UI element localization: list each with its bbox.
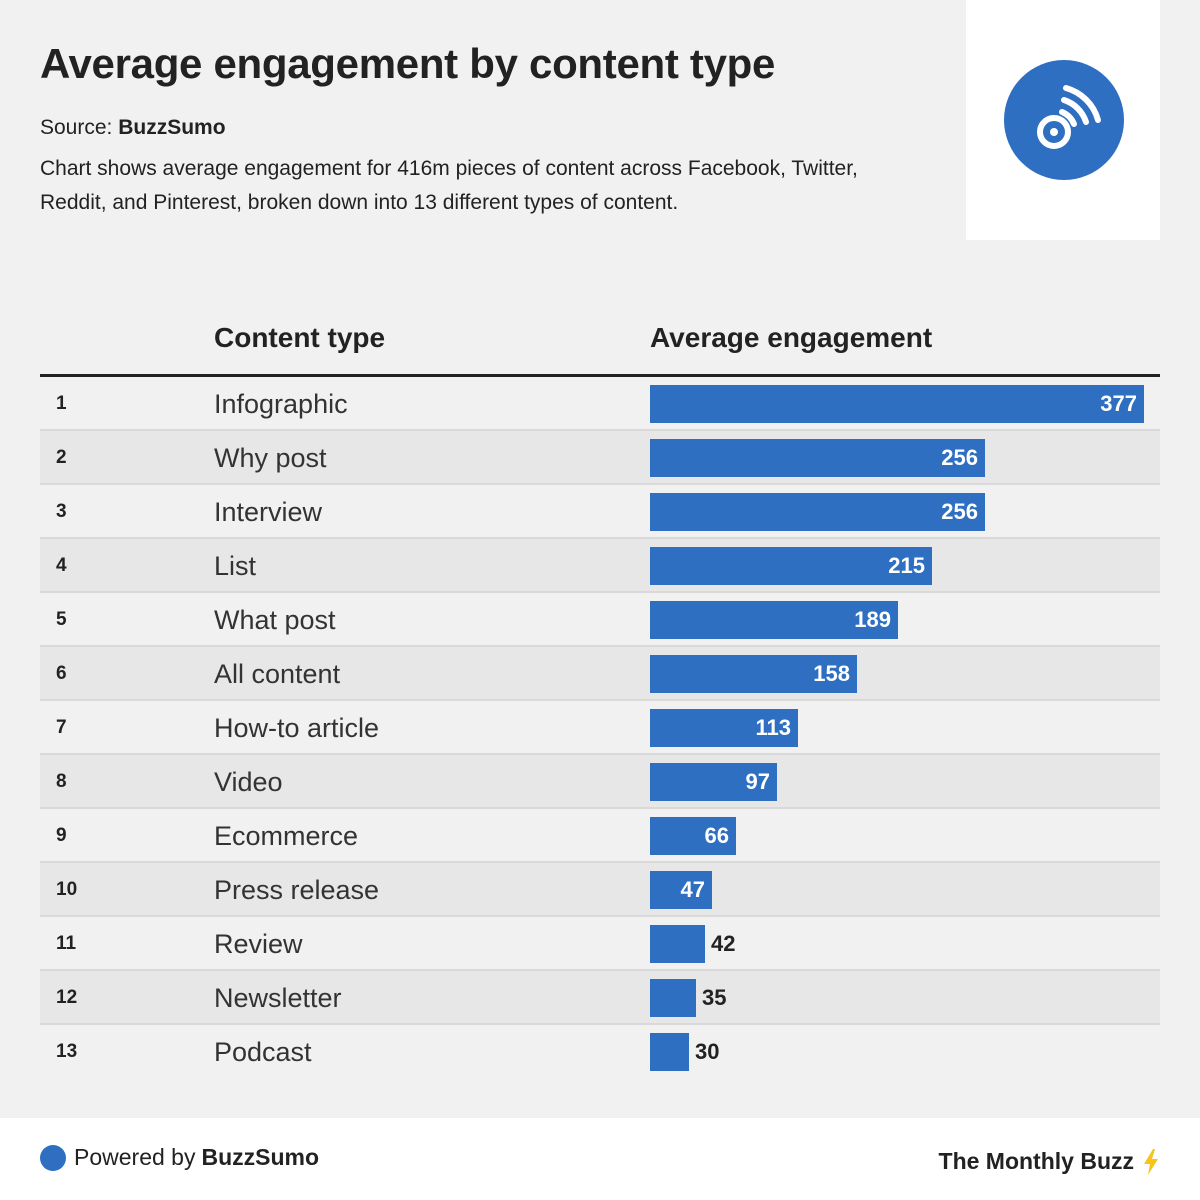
row-content-type: Infographic (214, 389, 348, 419)
engagement-bar: 377 (650, 385, 1144, 423)
bar-value-label: 256 (941, 445, 978, 470)
row-rank: 4 (56, 555, 67, 576)
row-content-type: Podcast (214, 1037, 312, 1067)
row-content-type: What post (214, 605, 336, 635)
table-row: 2 Why post 256 (40, 431, 1160, 485)
engagement-bar: 97 (650, 763, 777, 801)
table-row: 9 Ecommerce 66 (40, 809, 1160, 863)
powered-by: Powered by BuzzSumo (40, 1144, 319, 1171)
table-row: 6 All content 158 (40, 647, 1160, 701)
buzzsumo-signal-icon (1004, 60, 1124, 180)
table-row: 1 Infographic 377 (40, 377, 1160, 431)
bar-value-label: 158 (813, 661, 850, 686)
engagement-bar: 113 (650, 709, 798, 747)
row-content-type: Ecommerce (214, 821, 359, 851)
logo-panel (966, 0, 1160, 240)
engagement-bar: 42 (650, 925, 735, 963)
bar-value-label: 42 (711, 931, 736, 956)
monthly-buzz: The Monthly Buzz (939, 1148, 1160, 1175)
table-row: 13 Podcast 30 (40, 1025, 1160, 1079)
table-row: 8 Video 97 (40, 755, 1160, 809)
row-content-type: Newsletter (214, 983, 342, 1013)
row-rank: 3 (56, 501, 67, 522)
footer: Powered by BuzzSumo The Monthly Buzz (0, 1118, 1200, 1200)
table-row: 3 Interview 256 (40, 485, 1160, 539)
bar-value-label: 256 (941, 499, 978, 524)
source-name: BuzzSumo (118, 116, 226, 139)
engagement-bar: 30 (650, 1033, 719, 1071)
row-content-type: Interview (214, 497, 323, 527)
engagement-table: 1 Infographic 377 2 Why post 256 3 Interview 256… (40, 377, 1160, 1079)
engagement-bar: 215 (650, 547, 932, 585)
row-rank: 1 (56, 393, 67, 414)
row-content-type: List (214, 551, 257, 581)
row-rank: 12 (56, 987, 78, 1008)
row-rank: 13 (56, 1041, 78, 1062)
table-row: 10 Press release 47 (40, 863, 1160, 917)
powered-prefix: Powered by (74, 1144, 196, 1170)
source-prefix: Source: (40, 116, 113, 139)
page-title: Average engagement by content type (40, 40, 776, 87)
row-rank: 8 (56, 771, 67, 792)
row-content-type: Video (214, 767, 283, 797)
row-content-type: All content (214, 659, 341, 689)
bar-value-label: 215 (888, 553, 925, 578)
table-row: 12 Newsletter 35 (40, 971, 1160, 1025)
engagement-bar: 158 (650, 655, 857, 693)
table-row: 7 How-to article 113 (40, 701, 1160, 755)
bar-value-label: 30 (695, 1039, 720, 1064)
bar-value-label: 66 (704, 823, 729, 848)
row-content-type: Press release (214, 875, 380, 905)
row-rank: 5 (56, 609, 67, 630)
table-row: 4 List 215 (40, 539, 1160, 593)
chart-description: Chart shows average engagement for 416m … (40, 157, 858, 214)
column-header-content-type: Content type (214, 322, 386, 353)
powered-brand: BuzzSumo (201, 1144, 320, 1170)
table-row: 11 Review 42 (40, 917, 1160, 971)
column-header-average-engagement: Average engagement (650, 322, 933, 353)
row-rank: 7 (56, 717, 67, 738)
row-rank: 9 (56, 825, 67, 846)
lightning-bolt-icon (1144, 1148, 1158, 1175)
engagement-bar: 66 (650, 817, 736, 855)
row-content-type: Why post (214, 443, 327, 473)
bar-value-label: 113 (755, 715, 792, 740)
table-row: 5 What post 189 (40, 593, 1160, 647)
engagement-bar: 35 (650, 979, 726, 1017)
row-rank: 2 (56, 447, 67, 468)
row-rank: 6 (56, 663, 67, 684)
newsletter-name: The Monthly Buzz (938, 1148, 1134, 1174)
source-line: Source: BuzzSumo (40, 116, 226, 140)
row-content-type: Review (214, 929, 303, 959)
row-rank: 11 (56, 933, 77, 954)
bar-value-label: 35 (702, 985, 727, 1010)
engagement-bar: 47 (650, 871, 712, 909)
engagement-bar: 256 (650, 493, 985, 531)
bar-value-label: 47 (680, 877, 705, 902)
row-rank: 10 (56, 879, 78, 900)
row-content-type: How-to article (214, 713, 380, 743)
header-divider (40, 374, 1160, 377)
buzzsumo-dot-icon (40, 1144, 66, 1171)
engagement-bar: 189 (650, 601, 898, 639)
engagement-bar: 256 (650, 439, 985, 477)
bar-value-label: 377 (1100, 391, 1137, 416)
bar-value-label: 189 (854, 607, 891, 632)
bar-value-label: 97 (745, 769, 770, 794)
